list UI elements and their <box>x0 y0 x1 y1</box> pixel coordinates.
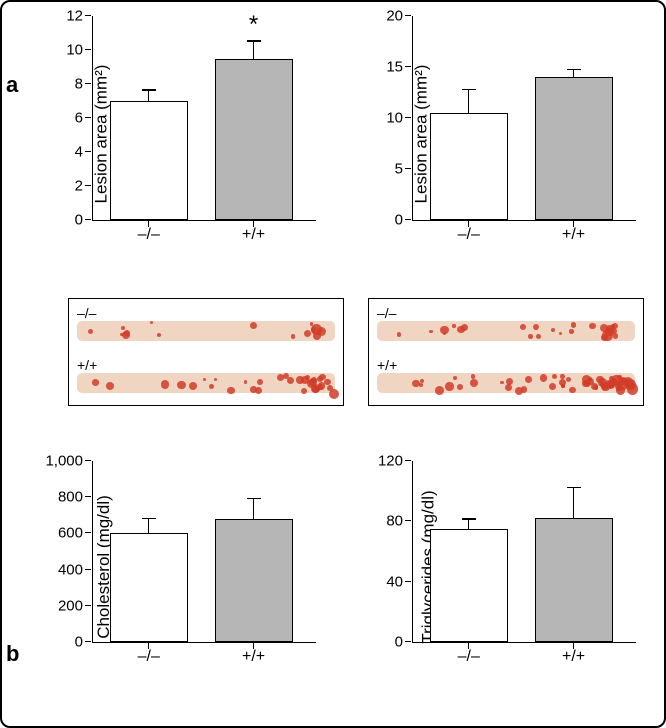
image-box-right: –/– +/+ <box>368 298 644 406</box>
ytick-label: 20 <box>386 8 413 25</box>
xtick-label: –/– <box>458 642 480 666</box>
ytick-label: 0 <box>75 212 93 229</box>
xtick-label: +/+ <box>562 642 585 666</box>
ytick-label: 120 <box>378 453 413 470</box>
ytick-label: 0 <box>395 212 413 229</box>
chart-b-right: Triglycerides (mg/dl) 04080120–/–+/+ <box>348 461 644 673</box>
bar <box>215 519 293 642</box>
plot-area: 04080120–/–+/+ <box>412 461 636 643</box>
xtick-label: –/– <box>458 220 480 244</box>
bar <box>535 518 613 642</box>
ytick-label: 2 <box>75 178 93 195</box>
ytick-label: 5 <box>395 161 413 178</box>
strip-label: +/+ <box>77 357 97 373</box>
plot-area: 05101520–/–+/+ <box>412 16 636 221</box>
ytick-label: 0 <box>75 634 93 651</box>
ytick-label: 1,000 <box>45 453 93 470</box>
ytick-label: 40 <box>386 573 413 590</box>
image-row: –/– +/+ –/– +/+ <box>68 298 644 406</box>
strip-label: +/+ <box>377 357 397 373</box>
ytick-label: 4 <box>75 144 93 161</box>
bar <box>215 59 293 220</box>
ytick-label: 8 <box>75 76 93 93</box>
bar <box>430 113 508 220</box>
bar <box>110 101 188 220</box>
aorta-strip <box>377 321 635 341</box>
xtick-label: +/+ <box>562 220 585 244</box>
panel-label-b: b <box>6 641 19 667</box>
bar <box>430 529 508 642</box>
ytick-label: 400 <box>58 561 93 578</box>
chart-a-left: Lesion area (mm²) 024681012–/–+/+* <box>28 16 324 251</box>
xtick-label: +/+ <box>242 220 265 244</box>
image-section: a –/– +/+ –/– <box>28 298 644 453</box>
strip-label: –/– <box>77 305 96 321</box>
ytick-label: 6 <box>75 110 93 127</box>
plot-area: 024681012–/–+/+* <box>92 16 316 221</box>
chart-b-left: b Cholesterol (mg/dl) 02004006008001,000… <box>28 461 324 673</box>
ytick-label: 12 <box>66 8 93 25</box>
chart-grid: Lesion area (mm²) 024681012–/–+/+* Lesio… <box>28 16 644 712</box>
aorta-strip <box>77 321 335 341</box>
ytick-label: 10 <box>386 110 413 127</box>
xtick-label: –/– <box>138 642 160 666</box>
ytick-label: 10 <box>66 42 93 59</box>
bar <box>110 533 188 642</box>
significance-annotation: * <box>249 13 258 37</box>
image-box-left: –/– +/+ <box>68 298 344 406</box>
ytick-label: 0 <box>395 634 413 651</box>
aorta-strip <box>77 373 335 393</box>
xtick-label: –/– <box>138 220 160 244</box>
aorta-strip <box>377 373 635 393</box>
ytick-label: 80 <box>386 513 413 530</box>
figure-container: Lesion area (mm²) 024681012–/–+/+* Lesio… <box>0 0 666 728</box>
plot-area: 02004006008001,000–/–+/+ <box>92 461 316 643</box>
ytick-label: 800 <box>58 489 93 506</box>
bar <box>535 77 613 220</box>
ytick-label: 200 <box>58 597 93 614</box>
ytick-label: 600 <box>58 525 93 542</box>
ytick-label: 15 <box>386 59 413 76</box>
chart-a-right: Lesion area (mm²) 05101520–/–+/+ <box>348 16 644 251</box>
strip-label: –/– <box>377 305 396 321</box>
panel-label-a: a <box>6 72 18 98</box>
xtick-label: +/+ <box>242 642 265 666</box>
